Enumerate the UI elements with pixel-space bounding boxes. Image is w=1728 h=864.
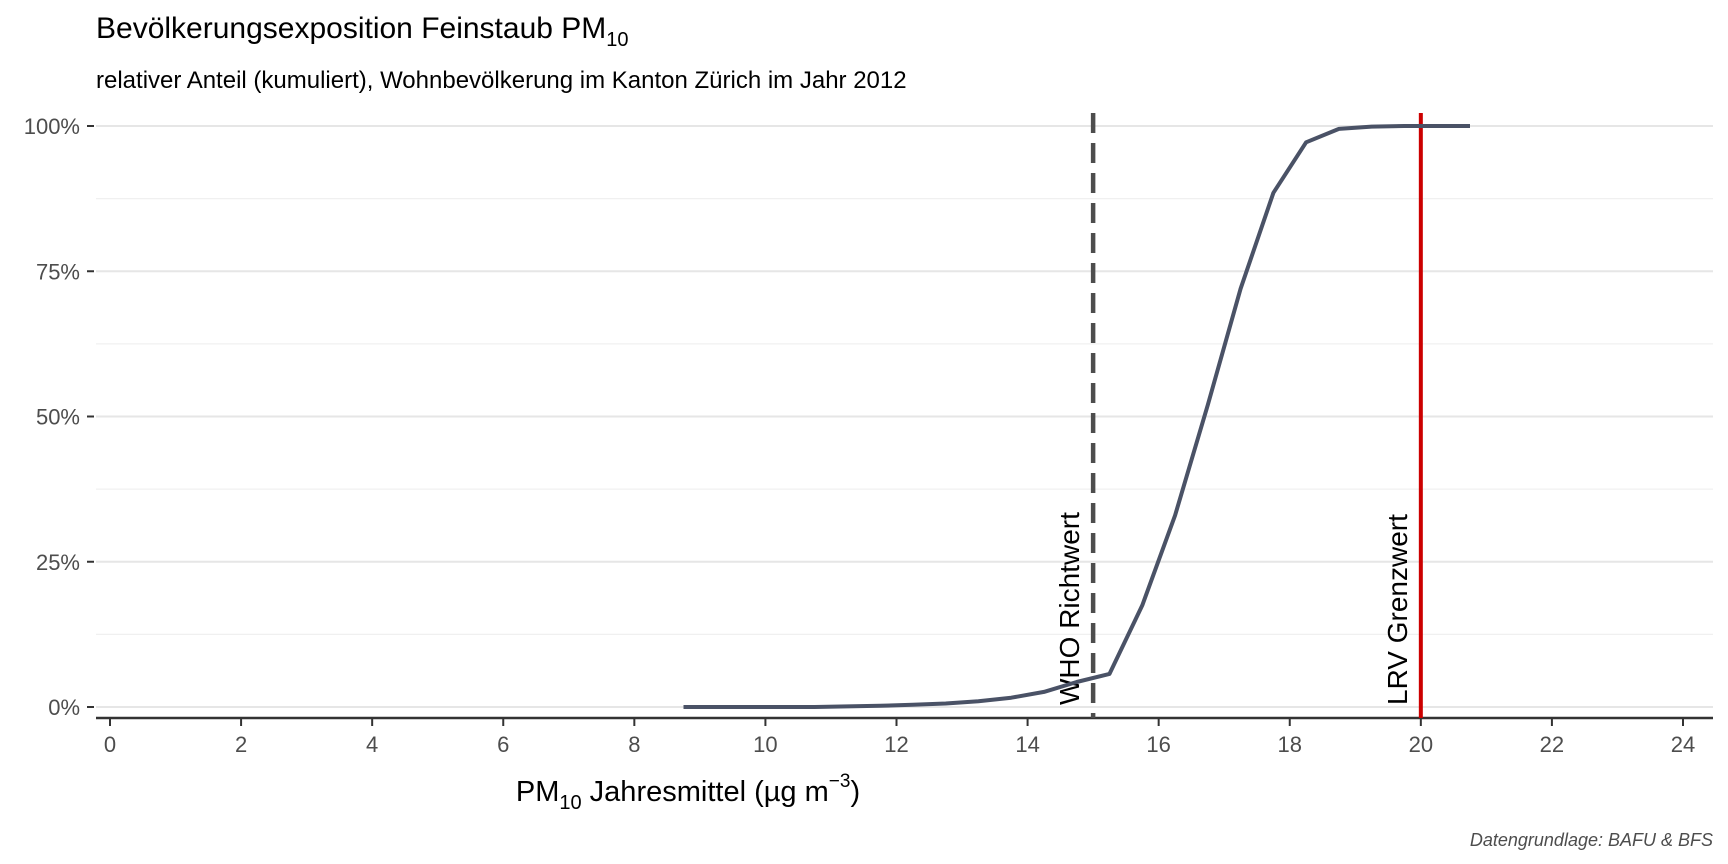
- x-tick-label: 18: [1278, 732, 1302, 757]
- y-tick-label: 100%: [24, 114, 80, 139]
- y-tick-label: 75%: [36, 259, 80, 284]
- y-tick-label: 25%: [36, 550, 80, 575]
- y-axis: 0% 25% 50% 75% 100%: [24, 114, 94, 720]
- x-axis-label: PM10 Jahresmittel (µg m−3): [516, 771, 860, 814]
- x-tick-label: 0: [104, 732, 116, 757]
- x-tick-label: 24: [1671, 732, 1695, 757]
- chart-title: Bevölkerungsexposition Feinstaub PM10: [96, 12, 629, 51]
- chart-subtitle: relativer Anteil (kumuliert), Wohnbevölk…: [96, 67, 907, 94]
- x-tick-label: 10: [753, 732, 777, 757]
- x-axis-label-pre: PM: [516, 776, 560, 808]
- x-tick-label: 20: [1409, 732, 1433, 757]
- y-tick-label: 50%: [36, 405, 80, 430]
- x-axis-label-subscript: 10: [559, 792, 581, 814]
- reference-line-label: WHO Richtwert: [1054, 512, 1085, 705]
- data-source-caption: Datengrundlage: BAFU & BFS: [1470, 830, 1713, 850]
- x-axis-label-end: ): [850, 776, 860, 808]
- grid-lines: [96, 125, 1713, 708]
- reference-line-label: LRV Grenzwert: [1382, 514, 1413, 705]
- x-axis: 0 2 4 6 8 10 12 14 16 18 20 22 24: [96, 716, 1713, 757]
- x-tick-label: 12: [884, 732, 908, 757]
- x-tick-label: 14: [1015, 732, 1039, 757]
- y-tick-label: 0%: [48, 695, 80, 720]
- x-tick-label: 22: [1540, 732, 1564, 757]
- x-tick-label: 4: [366, 732, 378, 757]
- x-tick-label: 16: [1146, 732, 1170, 757]
- cumulative-series: [683, 124, 1470, 709]
- cumulative-line: [683, 124, 1470, 709]
- chart-title-text: Bevölkerungsexposition Feinstaub PM: [96, 12, 606, 45]
- chart-title-subscript: 10: [606, 29, 628, 51]
- x-tick-label: 6: [497, 732, 509, 757]
- x-tick-label: 8: [628, 732, 640, 757]
- reference-lines: WHO Richtwert LRV Grenzwert: [1054, 113, 1423, 718]
- svg-text:Bevölkerungsexposition Feinsta: Bevölkerungsexposition Feinstaub PM10: [96, 12, 629, 51]
- x-tick-label: 2: [235, 732, 247, 757]
- x-axis-label-superscript: −3: [829, 771, 851, 792]
- x-axis-label-main: Jahresmittel (µg m: [582, 776, 829, 808]
